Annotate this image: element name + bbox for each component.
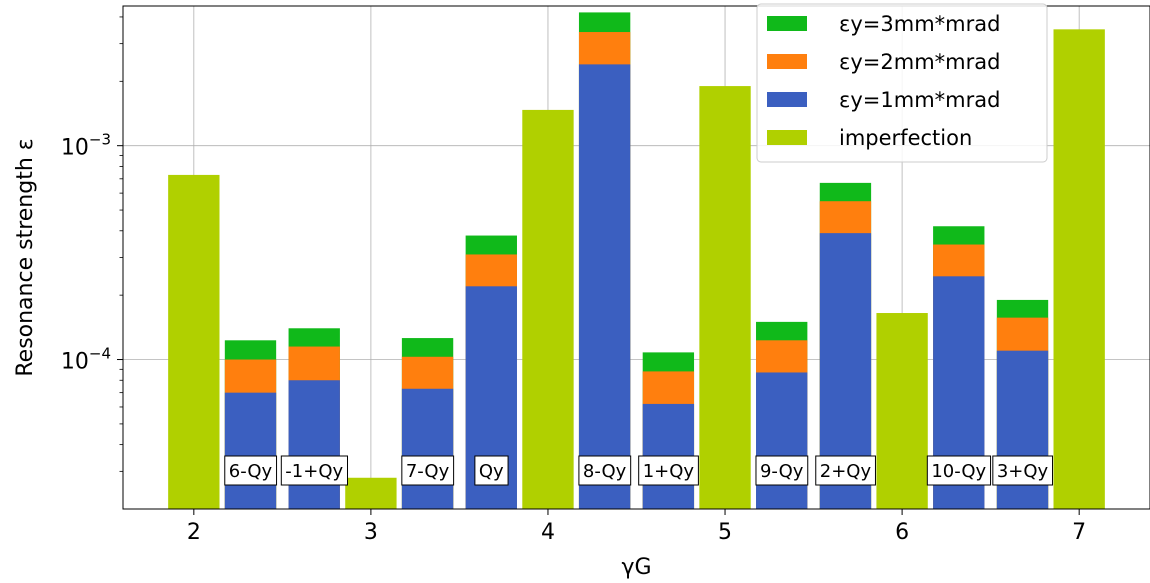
y-axis-label: Resonance strength ε — [13, 138, 38, 376]
legend-entry-label: εy=1mm*mrad — [839, 88, 1000, 112]
legend-swatch — [767, 92, 807, 107]
resonance-label-box — [224, 455, 278, 486]
resonance-label-box — [401, 455, 455, 486]
resonance-label-box — [638, 455, 699, 486]
legend-swatch — [767, 16, 807, 31]
legend-entry-label: imperfection — [839, 126, 972, 150]
imperfection-bars — [168, 29, 1105, 510]
imperfection-bar — [522, 109, 574, 509]
resonance-label: 3+Qy — [997, 461, 1049, 482]
axis-ticks: 2 3 4 5 6 7 10−3 10−4 — [61, 16, 1086, 545]
legend-swatch — [767, 130, 807, 145]
legend-swatch — [767, 54, 807, 69]
x-tick-label: 7 — [1072, 520, 1086, 545]
legend-entry-label: εy=3mm*mrad — [839, 12, 1000, 36]
resonance-label-box — [280, 455, 349, 486]
resonance-label: -1+Qy — [285, 461, 343, 482]
bar-segment-e1 — [288, 380, 340, 509]
resonance-label: 10-Qy — [931, 461, 986, 482]
resonance-label: 6-Qy — [229, 461, 273, 482]
bar-segment-e1 — [401, 388, 454, 509]
resonance-label: 9-Qy — [760, 461, 804, 482]
resonance-annotations: 6-Qy -1+Qy 7-Qy Qy 8-Qy 1+Qy 9-Qy 2+Qy 10-Qy 3+Qy — [224, 455, 1054, 486]
resonance-label-box — [992, 455, 1054, 486]
x-tick-label: 5 — [718, 520, 732, 545]
legend-entry-label: εy=2mm*mrad — [839, 50, 1000, 74]
resonance-label: Qy — [479, 461, 504, 482]
x-tick-label: 6 — [895, 520, 909, 545]
resonance-label-box — [815, 455, 876, 486]
bar-segment-e1 — [756, 372, 808, 509]
x-tick-label: 4 — [541, 520, 555, 545]
resonance-label-box — [926, 455, 992, 486]
resonance-label-box — [474, 455, 509, 486]
legend-box — [756, 3, 1048, 163]
resonance-label-box — [578, 455, 632, 486]
resonance-label: 1+Qy — [643, 461, 695, 482]
resonance-label: 8-Qy — [583, 461, 627, 482]
y-tick-label: 10−4 — [61, 345, 111, 375]
imperfection-bar — [699, 86, 751, 509]
resonance-label: 2+Qy — [820, 461, 872, 482]
bar-segment-e1 — [578, 64, 631, 509]
imperfection-bar — [1053, 29, 1105, 510]
imperfection-bar — [168, 174, 220, 509]
imperfection-bar — [345, 477, 397, 509]
x-axis-label: γG — [621, 555, 651, 580]
imperfection-bar — [876, 313, 928, 509]
resonance-label-box — [755, 455, 809, 486]
legend: εy=3mm*mrad εy=2mm*mrad εy=1mm*mrad imperfe… — [756, 3, 1048, 163]
x-tick-label: 3 — [364, 520, 378, 545]
y-tick-label: 10−3 — [61, 131, 111, 161]
x-tick-label: 2 — [187, 520, 201, 545]
bar-segment-e1 — [224, 392, 277, 509]
resonance-label: 7-Qy — [406, 461, 450, 482]
